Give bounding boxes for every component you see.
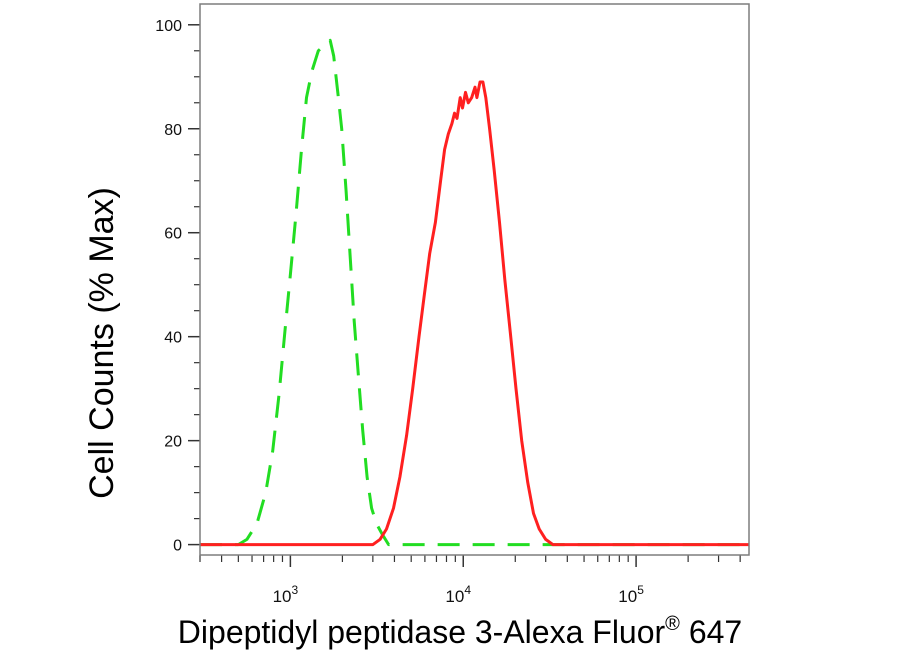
y-tick-label-40: 40 [164, 330, 182, 347]
plot-frame [199, 3, 750, 556]
y-tick-label-80: 80 [164, 122, 182, 139]
series-line-2 [200, 80, 749, 547]
x-tick-label-3: 103 [273, 583, 299, 606]
y-tick-label-60: 60 [164, 226, 182, 243]
x-axis-title-superscript: ® [665, 613, 680, 635]
y-tick-label-100: 100 [155, 18, 182, 35]
x-tick-label-5: 105 [618, 583, 644, 606]
y-tick-label-20: 20 [164, 434, 182, 451]
x-axis-title-suffix: 647 [680, 614, 742, 650]
series-line-1 [200, 38, 749, 547]
x-tick-label-4: 104 [445, 583, 471, 606]
x-axis-title: Dipeptidyl peptidase 3-Alexa Fluor® 647 [178, 613, 742, 650]
x-axis-title-text: Dipeptidyl peptidase 3-Alexa Fluor [178, 614, 666, 650]
y-tick-label-0: 0 [173, 538, 182, 555]
y-axis-title: Cell Counts (% Max) [83, 187, 121, 499]
